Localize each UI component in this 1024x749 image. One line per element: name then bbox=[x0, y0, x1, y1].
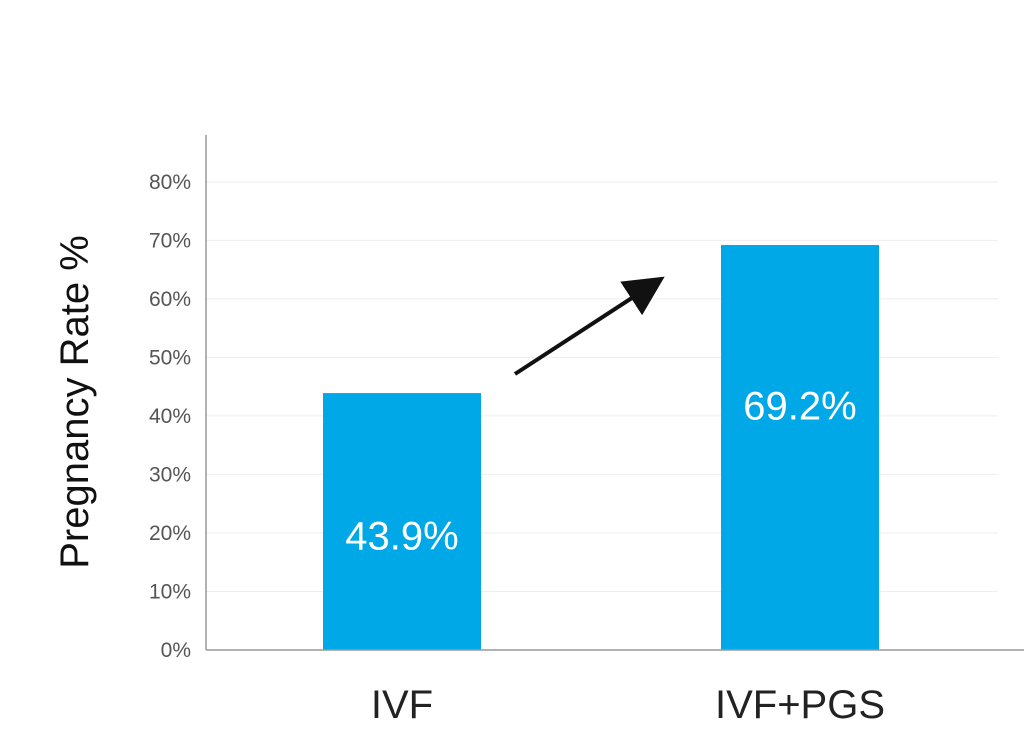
bars: 43.9% 69.2% bbox=[323, 245, 879, 651]
y-tick-label: 60% bbox=[149, 288, 191, 311]
bar-ivf-pgs bbox=[721, 245, 879, 651]
x-category-label: IVF+PGS bbox=[715, 683, 885, 727]
y-tick-label: 70% bbox=[149, 229, 191, 252]
x-axis-labels: IVF IVF+PGS bbox=[371, 683, 885, 727]
trend-arrow-icon bbox=[513, 276, 665, 376]
bar-data-label: 69.2% bbox=[743, 385, 856, 429]
x-category-label: IVF bbox=[371, 683, 433, 727]
y-tick-label: 20% bbox=[149, 522, 191, 545]
y-tick-label: 0% bbox=[161, 639, 191, 662]
y-axis-ticks: 0% 10% 20% 30% 40% 50% 60% 70% 80% bbox=[149, 171, 191, 662]
bar-ivf bbox=[323, 393, 481, 650]
y-tick-label: 10% bbox=[149, 580, 191, 603]
bar-data-label: 43.9% bbox=[345, 515, 458, 559]
y-tick-label: 80% bbox=[149, 171, 191, 194]
y-axis-title: Pregnancy Rate % bbox=[53, 235, 97, 569]
y-tick-label: 30% bbox=[149, 463, 191, 486]
y-tick-label: 50% bbox=[149, 346, 191, 369]
y-tick-label: 40% bbox=[149, 405, 191, 428]
